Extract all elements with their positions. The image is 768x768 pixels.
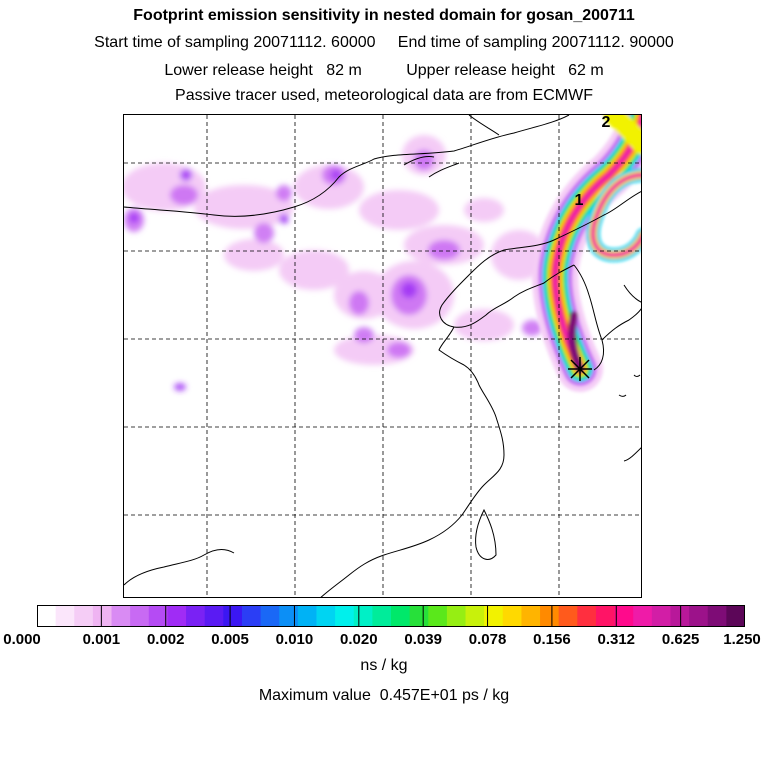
colorbar-segment xyxy=(130,605,150,627)
colorbar-tick-label: 0.000 xyxy=(3,631,41,648)
coastlines xyxy=(124,115,641,597)
colorbar-segment xyxy=(670,605,690,627)
trajectory-label-1: 1 xyxy=(575,192,584,209)
colorbar-segment xyxy=(37,605,57,627)
colorbar-tick-label: 0.010 xyxy=(275,631,314,648)
colorbar-segment xyxy=(186,605,206,627)
colorbar-segment xyxy=(223,605,243,627)
graticule xyxy=(124,115,641,597)
colorbar-segment xyxy=(111,605,131,627)
trajectory-label-2: 2 xyxy=(602,115,611,131)
plot-title: Footprint emission sensitivity in nested… xyxy=(133,7,635,24)
colorbar-segment xyxy=(391,605,411,627)
release-heights: Lower release height 82 m Upper release … xyxy=(164,62,604,79)
colorbar-segment xyxy=(633,605,653,627)
colorbar xyxy=(37,605,745,627)
colorbar-segment xyxy=(577,605,597,627)
colorbar-segment xyxy=(428,605,448,627)
colorbar-segment xyxy=(148,605,169,627)
colorbar-segment xyxy=(540,605,560,627)
colorbar-segment xyxy=(55,605,75,627)
colorbar-segment xyxy=(484,605,504,627)
colorbar-segment xyxy=(353,605,373,627)
colorbar-tick-label: 1.250 xyxy=(723,631,761,648)
colorbar-tick-label: 0.020 xyxy=(340,631,378,648)
colorbar-segment xyxy=(614,605,634,627)
colorbar-segment xyxy=(260,605,280,627)
colorbar-segment xyxy=(446,605,467,627)
tracer-info: Passive tracer used, meteorological data… xyxy=(175,87,593,104)
colorbar-segment xyxy=(335,605,355,627)
colorbar-segment xyxy=(521,605,541,627)
footprint-map: 1 2 xyxy=(123,114,642,598)
colorbar-segment xyxy=(279,605,299,627)
colorbar-border xyxy=(37,605,745,627)
colorbar-tick-label: 0.625 xyxy=(661,631,700,648)
colorbar-segment xyxy=(167,605,187,627)
maximum-value: Maximum value 0.457E+01 ps / kg xyxy=(258,687,510,704)
colorbar-segment xyxy=(204,605,224,627)
colorbar-tick-label: 0.156 xyxy=(533,631,571,648)
footprint-field xyxy=(124,135,547,391)
colorbar-segment xyxy=(707,605,727,627)
colorbar-segment xyxy=(689,605,709,627)
sampling-times: Start time of sampling 20071112. 60000 E… xyxy=(94,34,674,51)
colorbar-segment xyxy=(241,605,262,627)
colorbar-segment xyxy=(465,605,485,627)
colorbar-segment xyxy=(297,605,318,627)
receptor-star-icon xyxy=(568,357,592,381)
colorbar-segment xyxy=(595,605,616,627)
colorbar-segment xyxy=(316,605,336,627)
colorbar-segment xyxy=(92,605,113,627)
colorbar-tick-label: 0.039 xyxy=(404,631,442,648)
colorbar-units: ns / kg xyxy=(360,657,408,674)
map-canvas: 1 2 xyxy=(124,115,641,597)
colorbar-tick-label: 0.312 xyxy=(597,631,636,648)
colorbar-segment xyxy=(372,605,392,627)
colorbar-tick-label: 0.002 xyxy=(146,631,185,648)
colorbar-segment xyxy=(502,605,523,627)
colorbar-tick-label: 0.078 xyxy=(468,631,507,648)
colorbar-tick-label: 0.001 xyxy=(82,631,121,648)
colorbar-segment xyxy=(651,605,672,627)
plume xyxy=(532,115,641,392)
colorbar-segment xyxy=(74,605,94,627)
colorbar-segment xyxy=(409,605,429,627)
colorbar-segment xyxy=(558,605,578,627)
colorbar-segment xyxy=(726,605,745,627)
colorbar-tick-label: 0.005 xyxy=(211,631,249,648)
